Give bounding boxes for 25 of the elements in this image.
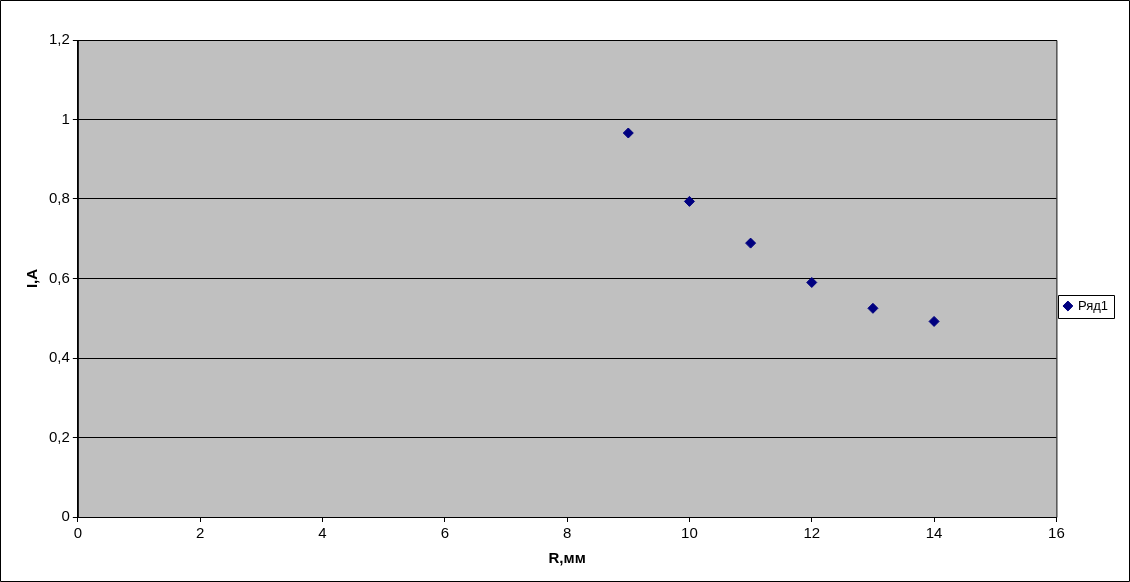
x-tick-label: 12	[803, 524, 821, 542]
y-tick-label: 0,6	[48, 268, 70, 286]
x-tick-label: 14	[925, 524, 943, 542]
point	[622, 127, 634, 139]
y-tick-label: 0,8	[48, 189, 70, 207]
x-tick-label: 0	[73, 524, 83, 542]
point	[683, 195, 695, 207]
point	[806, 276, 818, 288]
x-axis-title: R,мм	[548, 549, 586, 567]
y-tick-label: 1,2	[48, 30, 70, 48]
point	[928, 315, 940, 327]
y-tick-label: 0,4	[48, 348, 70, 366]
point	[745, 237, 757, 249]
point	[867, 302, 879, 314]
x-tick-label: 6	[440, 524, 449, 542]
x-tick-label: 4	[318, 524, 327, 542]
x-tick-label: 16	[1048, 524, 1065, 542]
legend-label: Ряд1	[1077, 297, 1109, 313]
y-tick-label: 1	[61, 109, 70, 127]
x-tick-label: 10	[681, 524, 698, 542]
x-tick-label: 2	[196, 524, 205, 542]
x-tick-label: 8	[562, 524, 572, 542]
y-axis-title: I,A	[23, 268, 41, 289]
y-tick-label: 0,2	[48, 427, 70, 445]
y-tick-label: 0	[61, 507, 70, 525]
